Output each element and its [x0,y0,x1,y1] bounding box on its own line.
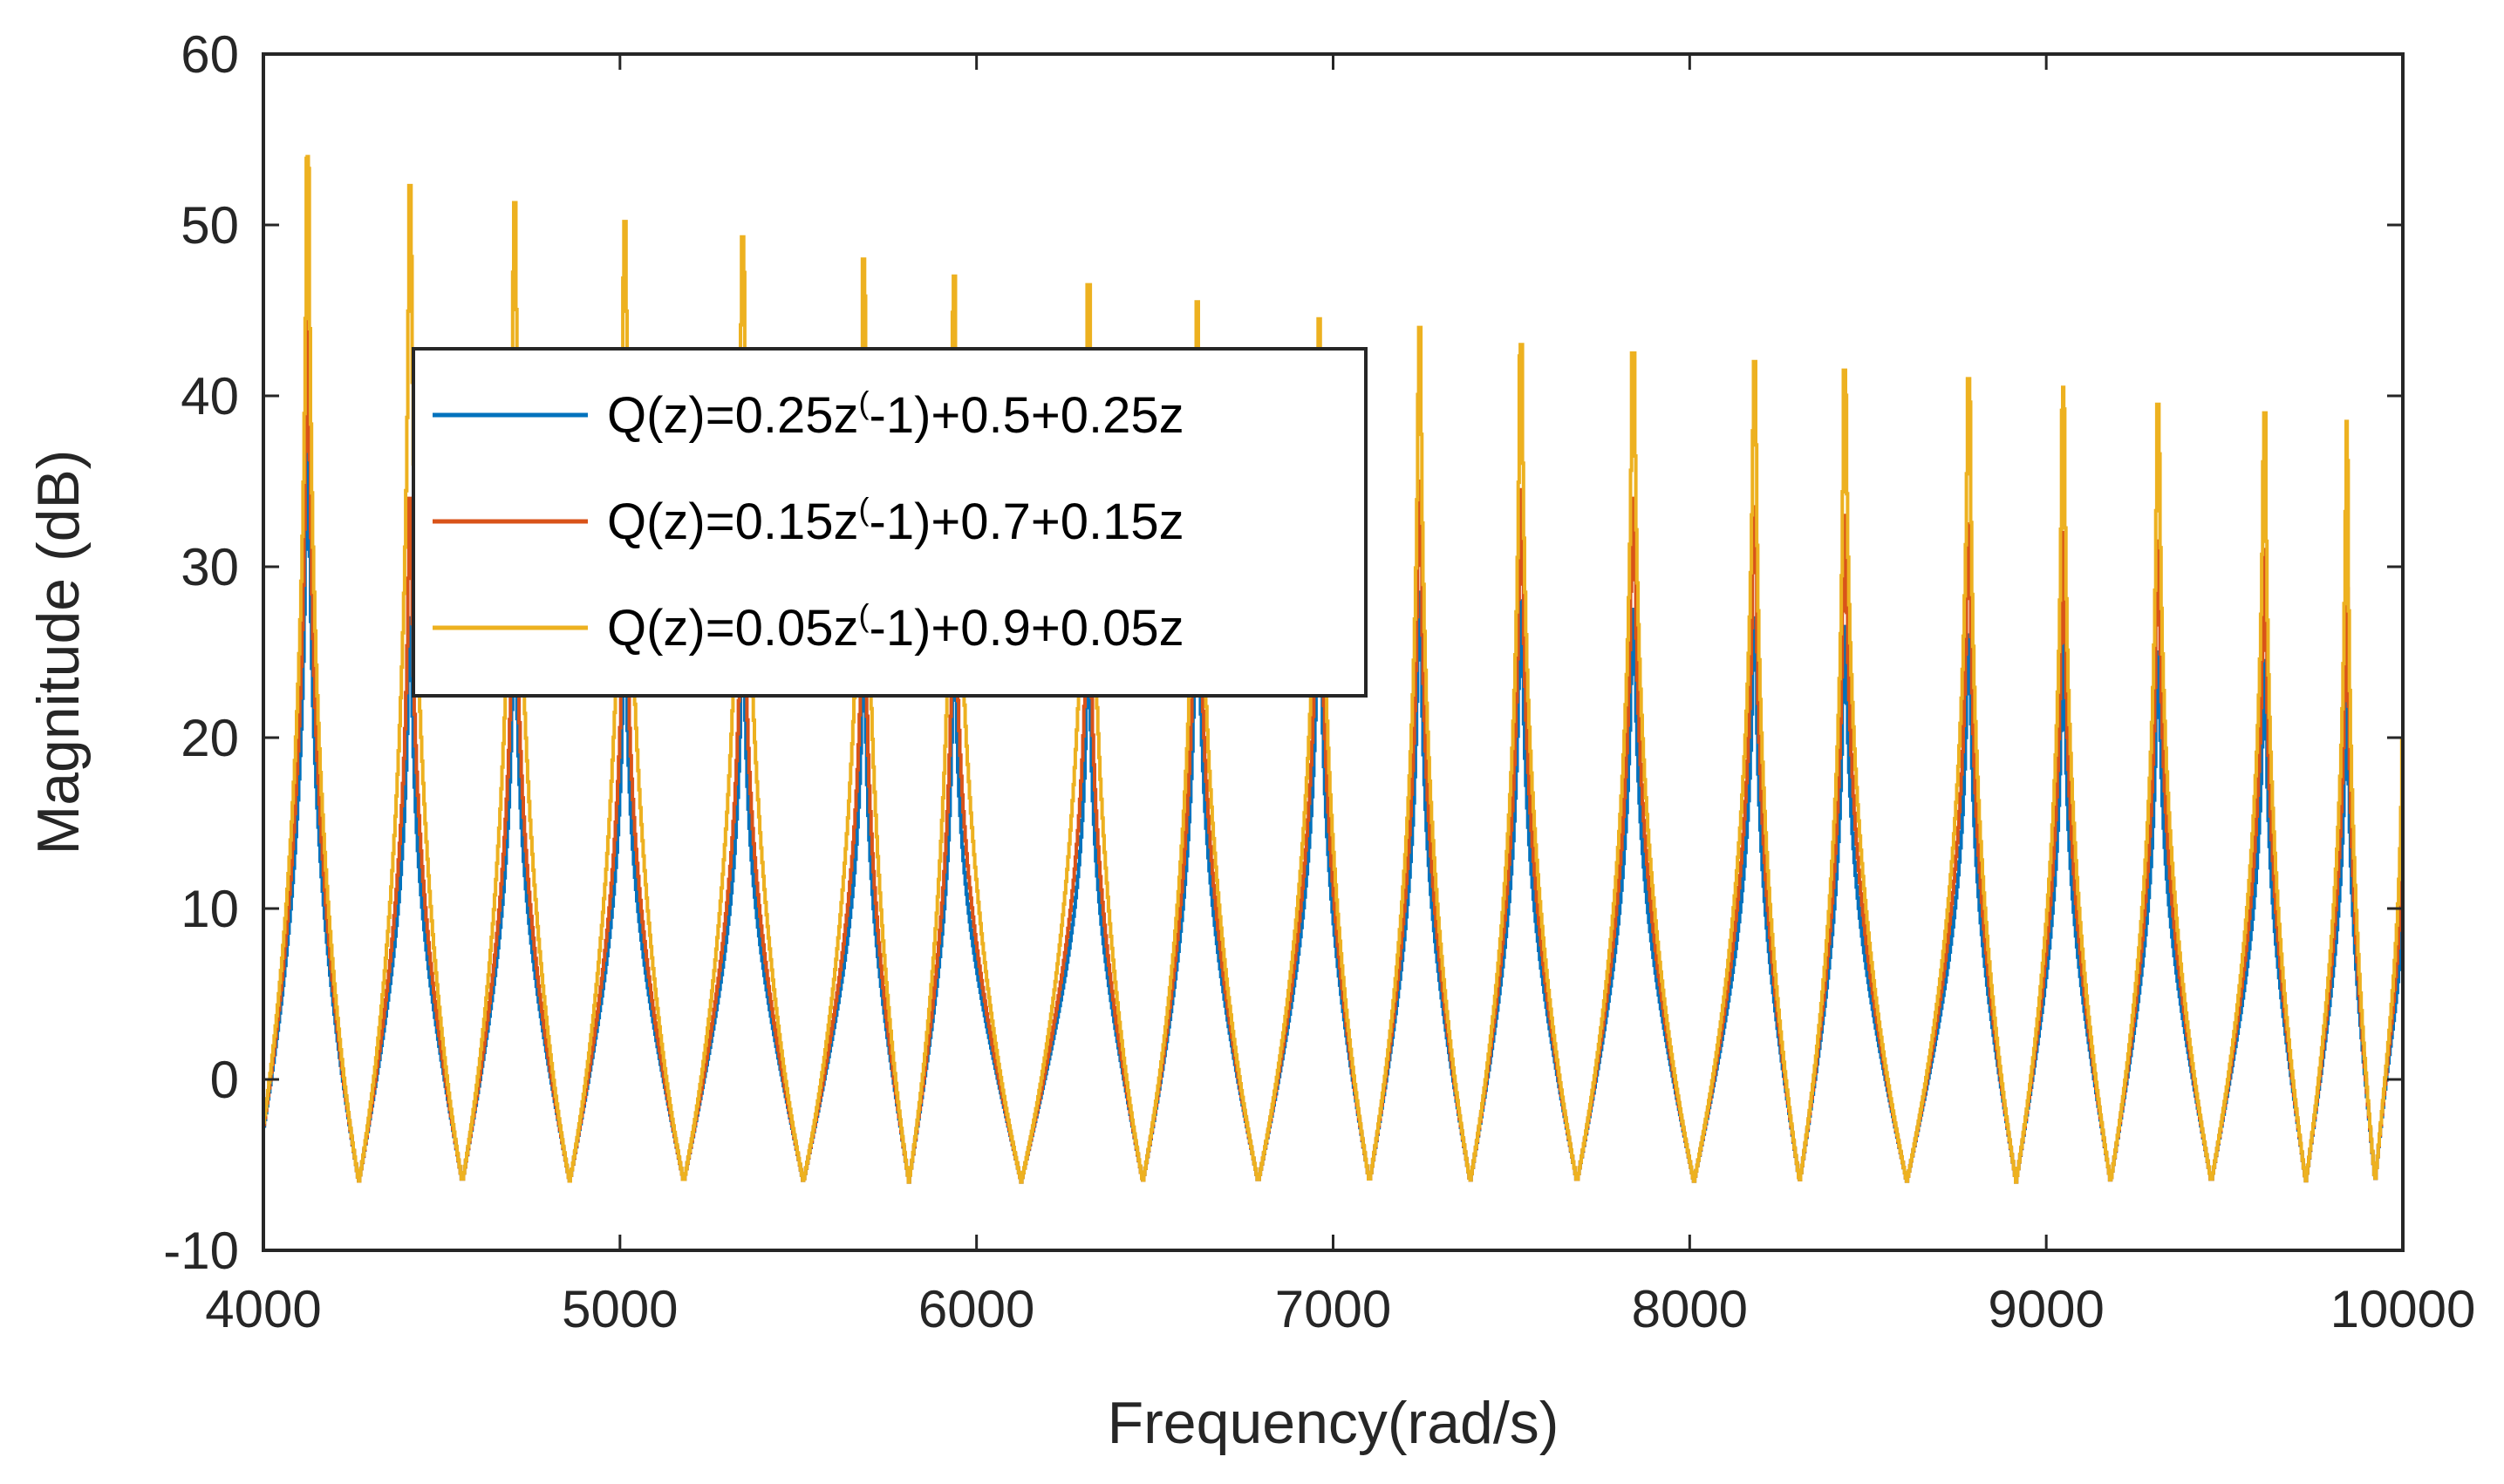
legend-entry: Q(z)=0.15z(-1)+0.7+0.15z [433,491,1184,550]
legend-entry: Q(z)=0.25z(-1)+0.5+0.25z [433,385,1184,444]
x-tick-label: 7000 [1275,1280,1391,1338]
y-tick-label: 30 [181,538,239,596]
legend: Q(z)=0.25z(-1)+0.5+0.25z Q(z)=0.15z(-1)+… [412,347,1368,698]
x-tick-label: 4000 [205,1280,321,1338]
y-tick-label: -10 [163,1222,239,1280]
x-tick-label: 10000 [2330,1280,2476,1338]
y-tick-label: 60 [181,25,239,84]
x-axis: 4000 5000 6000 7000 8000 9000 10000 [205,54,2475,1338]
y-tick-label: 0 [210,1051,239,1109]
legend-label: Q(z)=0.05z(-1)+0.9+0.05z [607,597,1184,657]
x-tick-label: 8000 [1632,1280,1748,1338]
series-line-0 [263,437,2403,1184]
y-tick-label: 10 [181,880,239,938]
y-axis: -10 0 10 20 30 40 50 60 [163,25,2403,1280]
x-tick-label: 9000 [1988,1280,2104,1338]
y-tick-label: 40 [181,367,239,425]
legend-label: Q(z)=0.15z(-1)+0.7+0.15z [607,491,1184,550]
y-tick-label: 20 [181,709,239,767]
legend-label: Q(z)=0.25z(-1)+0.5+0.25z [607,385,1184,444]
legend-entry: Q(z)=0.05z(-1)+0.9+0.05z [433,597,1184,657]
x-axis-title: Frequency(rad/s) [1108,1390,1559,1456]
series-line-1 [263,317,2403,1184]
y-tick-label: 50 [181,196,239,255]
x-tick-label: 5000 [562,1280,678,1338]
x-tick-label: 6000 [918,1280,1034,1338]
y-axis-title: Magnitude (dB) [25,450,92,855]
